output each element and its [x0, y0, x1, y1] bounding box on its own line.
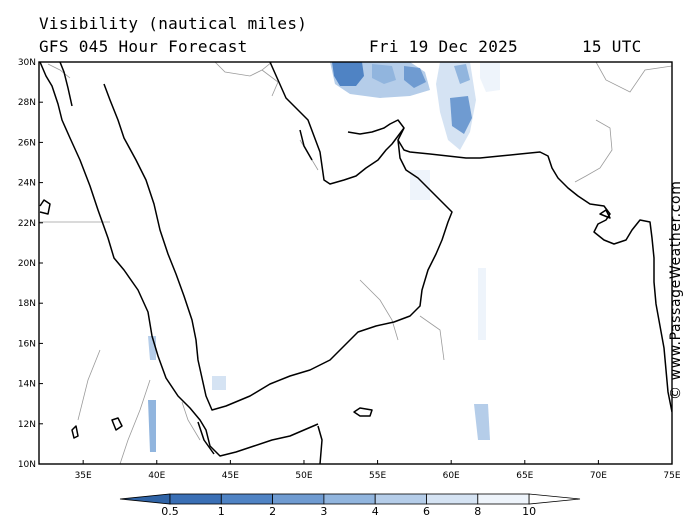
longitude-labels: 35E 40E 45E 50E 55E 60E 65E 70E 75E	[75, 460, 681, 481]
map-frame	[38, 61, 673, 465]
colorbar-segment	[426, 493, 479, 505]
colorbar-segment	[477, 493, 530, 505]
colorbar-tick-label: 4	[372, 505, 379, 518]
colorbar-segment	[272, 493, 325, 505]
latitude-label: 16N	[18, 339, 36, 349]
visibility-shading	[148, 62, 500, 452]
latitude-label: 18N	[18, 299, 36, 309]
latitude-label: 22N	[18, 219, 36, 229]
longitude-label: 50E	[295, 471, 312, 481]
colorbar-segment	[374, 493, 427, 505]
latitude-label: 26N	[18, 138, 36, 148]
latitude-label: 10N	[18, 460, 36, 470]
map-title: Visibility (nautical miles)	[39, 14, 308, 33]
longitude-label: 55E	[369, 471, 386, 481]
colorbar-segment	[220, 493, 274, 505]
colorbar-segment	[323, 493, 376, 505]
longitude-label: 35E	[75, 471, 92, 481]
latitude-label: 28N	[18, 98, 36, 108]
longitude-label: 70E	[590, 471, 607, 481]
forecast-time: 15 UTC	[582, 37, 642, 56]
forecast-model-label: GFS 045 Hour Forecast	[39, 37, 248, 56]
colorbar-tick-label: 6	[423, 505, 430, 518]
longitude-label: 60E	[443, 471, 460, 481]
colorbar: 0.5 1 2 3 4 6 8 10	[119, 493, 581, 518]
latitude-labels: 30N 28N 26N 24N 22N 20N 18N 16N 14N 12N 10N	[18, 58, 43, 470]
latitude-label: 20N	[18, 259, 36, 269]
latitude-label: 14N	[18, 380, 36, 390]
colorbar-tick-label: 8	[474, 505, 481, 518]
longitude-label: 65E	[516, 471, 533, 481]
longitude-label: 45E	[222, 471, 239, 481]
colorbar-extension-low	[119, 493, 171, 505]
colorbar-extension-high	[528, 493, 581, 505]
colorbar-tick-label: 3	[320, 505, 327, 518]
credit-watermark: © www.PassageWeather.com	[668, 181, 688, 420]
latitude-label: 12N	[18, 420, 36, 430]
forecast-date: Fri 19 Dec 2025	[369, 37, 518, 56]
country-borders	[39, 62, 672, 464]
colorbar-tick-label: 1	[218, 505, 225, 518]
colorbar-tick-label: 2	[269, 505, 276, 518]
credit-text: © www.PassageWeather.com	[668, 180, 684, 400]
longitude-label: 40E	[148, 471, 165, 481]
latitude-label: 30N	[18, 58, 36, 68]
latitude-label: 24N	[18, 179, 36, 189]
colorbar-segment	[169, 493, 222, 505]
longitude-label: 75E	[663, 471, 680, 481]
colorbar-tick-label: 10	[522, 505, 536, 518]
colorbar-tick-label: 0.5	[161, 505, 179, 518]
coastlines	[39, 62, 672, 464]
